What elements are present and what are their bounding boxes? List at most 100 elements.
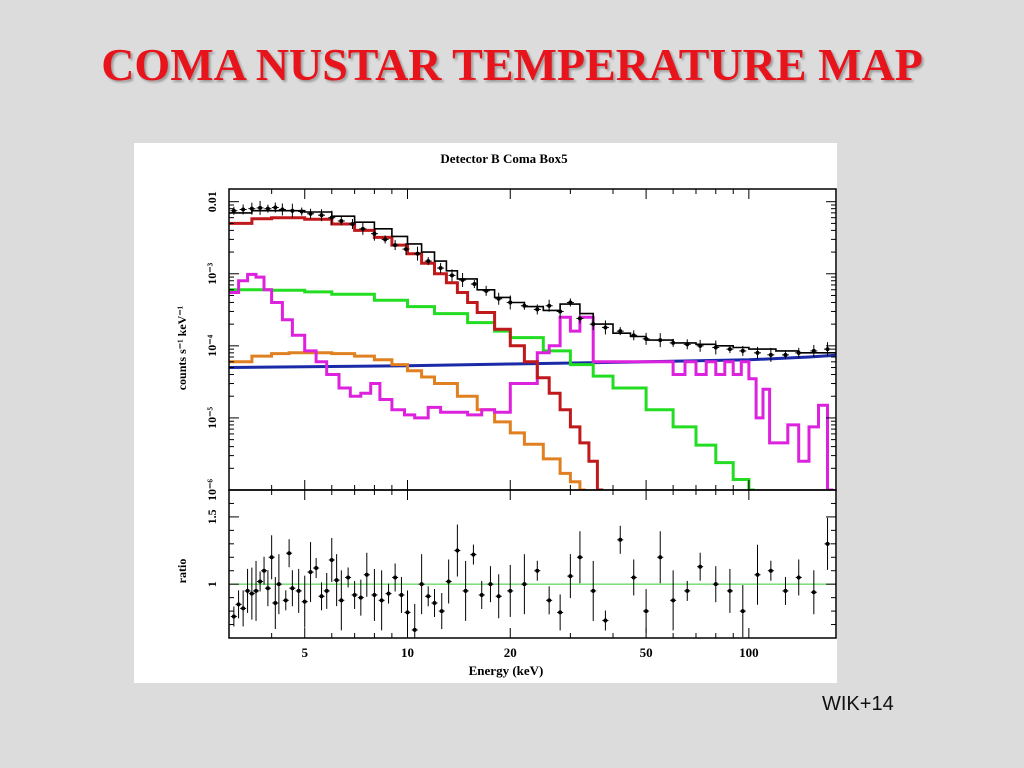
ratio-data-marker — [269, 555, 274, 560]
ratio-data-point — [378, 570, 385, 631]
ratio-data-marker — [364, 572, 369, 577]
ratio-data-point — [307, 542, 314, 603]
spectrum-data-marker — [460, 277, 465, 282]
ratio-data-marker — [358, 595, 363, 600]
spectrum-data-marker — [360, 226, 365, 231]
ratio-data-marker — [488, 582, 493, 587]
spectrum-data-marker — [577, 316, 582, 321]
ratio-data-marker — [658, 555, 663, 560]
ratio-data-marker — [346, 575, 351, 580]
spectrum-data-point — [230, 206, 238, 215]
spectrum-data-marker — [426, 259, 431, 264]
ratio-data-marker — [471, 552, 476, 557]
ratio-data-point — [286, 539, 293, 568]
spectrum-data-point — [414, 246, 422, 261]
ratio-data-marker — [287, 551, 292, 556]
spectrum-data-marker — [329, 215, 334, 220]
spectrum-y-tick-label: 10⁻⁶ — [205, 479, 219, 501]
spectrum-data-point — [753, 346, 761, 359]
spectrum-data-point — [781, 350, 789, 359]
spectrum-data-point — [359, 222, 367, 235]
spectrum-chart-svg: Detector B Coma Box5 5 10 20 50 100 0.01 10⁻³… — [175, 151, 837, 678]
hot-component-line — [229, 216, 604, 490]
spectrum-data-marker — [522, 303, 527, 308]
ratio-data-point — [333, 554, 340, 607]
ratio-y-axis-label: ratio — [175, 559, 189, 584]
ratio-data-marker — [446, 579, 451, 584]
ratio-data-point — [272, 577, 279, 630]
ratio-data-marker — [508, 588, 513, 593]
spectrum-data-point — [495, 292, 503, 305]
ratio-data-marker — [727, 588, 732, 593]
spectrum-data-marker — [535, 307, 540, 312]
spectrum-data-marker — [241, 207, 246, 212]
ratio-data-marker — [783, 588, 788, 593]
ratio-data-point — [521, 554, 528, 615]
x-tick-label: 100 — [739, 645, 759, 660]
spectrum-data-point — [576, 313, 584, 324]
ratio-data-point — [371, 568, 378, 621]
spectrum-data-marker — [658, 338, 663, 343]
spectrum-data-marker — [308, 211, 313, 216]
spectrum-data-marker — [618, 329, 623, 334]
spectrum-data-point — [370, 226, 378, 241]
spectrum-data-marker — [631, 333, 636, 338]
ratio-data-point — [462, 560, 469, 621]
ratio-data-point — [643, 589, 650, 634]
spectrum-data-marker — [727, 347, 732, 352]
ratio-frame — [228, 489, 837, 639]
ratio-data-marker — [740, 609, 745, 614]
ratio-data-marker — [796, 575, 801, 580]
ratio-y-tick-labels: 11.5 — [205, 509, 219, 587]
ratio-data-marker — [273, 601, 278, 606]
ratio-data-point — [478, 580, 485, 609]
ratio-data-marker — [308, 570, 313, 575]
spectrum-data-marker — [249, 206, 254, 211]
ratio-data-point — [235, 590, 242, 619]
ratio-data-point — [684, 580, 691, 601]
ratio-data-marker — [254, 588, 259, 593]
spectrum-data-marker — [449, 273, 454, 278]
ratio-data-marker — [296, 588, 301, 593]
ratio-data-marker — [231, 614, 236, 619]
warm-component-line — [229, 288, 755, 490]
ratio-data-point — [301, 575, 308, 628]
x-tick-label: 50 — [640, 645, 653, 660]
ratio-data-point — [445, 559, 452, 604]
ratio-data-point — [782, 576, 789, 605]
spectrum-y-tick-label: 0.01 — [205, 191, 219, 212]
spectrum-data-point — [566, 298, 574, 307]
ratio-data-marker — [379, 598, 384, 603]
x-tick-label: 20 — [504, 645, 517, 660]
spectrum-data-marker — [568, 300, 573, 305]
spectrum-data-marker — [339, 218, 344, 223]
spectrum-data-marker — [265, 206, 270, 211]
spectrum-data-marker — [671, 340, 676, 345]
ratio-data-marker — [426, 594, 431, 599]
spectrum-data-marker — [290, 208, 295, 213]
ratio-data-point — [507, 564, 514, 617]
ratio-data-marker — [399, 592, 404, 597]
plot-frames — [228, 188, 837, 639]
x-axis-label: Energy (keV) — [469, 663, 544, 678]
ratio-data-point — [657, 531, 664, 584]
spectrum-data-marker — [258, 205, 263, 210]
spectrum-data-point — [278, 203, 286, 216]
ratio-data-marker — [631, 575, 636, 580]
spectrum-y-tick-label: 10⁻⁵ — [205, 407, 219, 429]
spectrum-data-point — [824, 342, 832, 357]
spectrum-data-marker — [404, 247, 409, 252]
x-tick-labels: 5 10 20 50 100 — [301, 645, 758, 660]
ratio-data-point — [425, 586, 432, 607]
spectrum-data-point — [437, 263, 445, 274]
ratio-data-marker — [713, 582, 718, 587]
ratio-data-point — [264, 570, 271, 607]
ratio-data-marker — [319, 594, 324, 599]
ratio-data-point — [240, 590, 247, 627]
ratio-data-marker — [547, 598, 552, 603]
spectrum-data-marker — [484, 288, 489, 293]
ratio-data-point — [275, 554, 282, 615]
ratio-data-point — [323, 572, 330, 609]
ratio-data-marker — [591, 588, 596, 593]
spectrum-data-point — [630, 330, 638, 341]
